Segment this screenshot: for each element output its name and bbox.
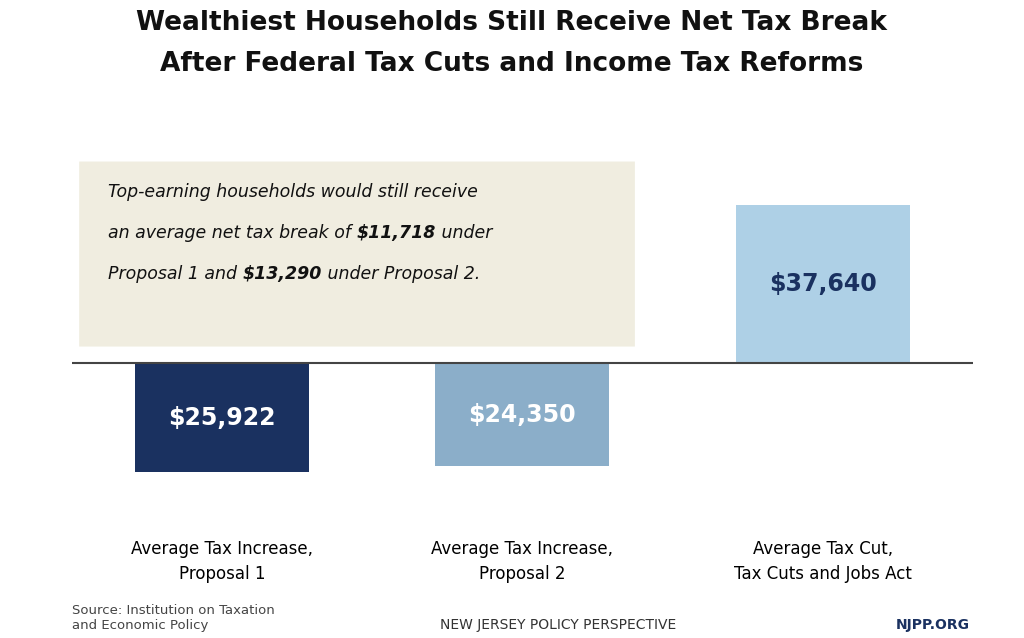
Text: $37,640: $37,640 xyxy=(769,272,877,296)
Text: under: under xyxy=(435,224,492,242)
Text: $24,350: $24,350 xyxy=(468,403,577,427)
Text: Top-earning households would still receive: Top-earning households would still recei… xyxy=(108,182,477,200)
Text: $25,922: $25,922 xyxy=(168,406,275,430)
Text: NEW JERSEY POLICY PERSPECTIVE: NEW JERSEY POLICY PERSPECTIVE xyxy=(440,618,677,632)
Text: $11,718: $11,718 xyxy=(356,224,435,242)
Text: Proposal 1 and: Proposal 1 and xyxy=(108,265,243,283)
Bar xyxy=(135,364,309,472)
Text: After Federal Tax Cuts and Income Tax Reforms: After Federal Tax Cuts and Income Tax Re… xyxy=(161,51,863,77)
Text: Source: Institution on Taxation
and Economic Policy: Source: Institution on Taxation and Econ… xyxy=(72,604,274,632)
Text: Wealthiest Households Still Receive Net Tax Break: Wealthiest Households Still Receive Net … xyxy=(136,10,888,36)
FancyBboxPatch shape xyxy=(79,161,635,346)
Bar xyxy=(435,364,609,466)
Bar xyxy=(735,205,909,364)
Text: under Proposal 2.: under Proposal 2. xyxy=(322,265,480,283)
Text: an average net tax break of: an average net tax break of xyxy=(108,224,356,242)
Text: NJPP.ORG: NJPP.ORG xyxy=(896,618,970,632)
Text: $13,290: $13,290 xyxy=(243,265,322,283)
